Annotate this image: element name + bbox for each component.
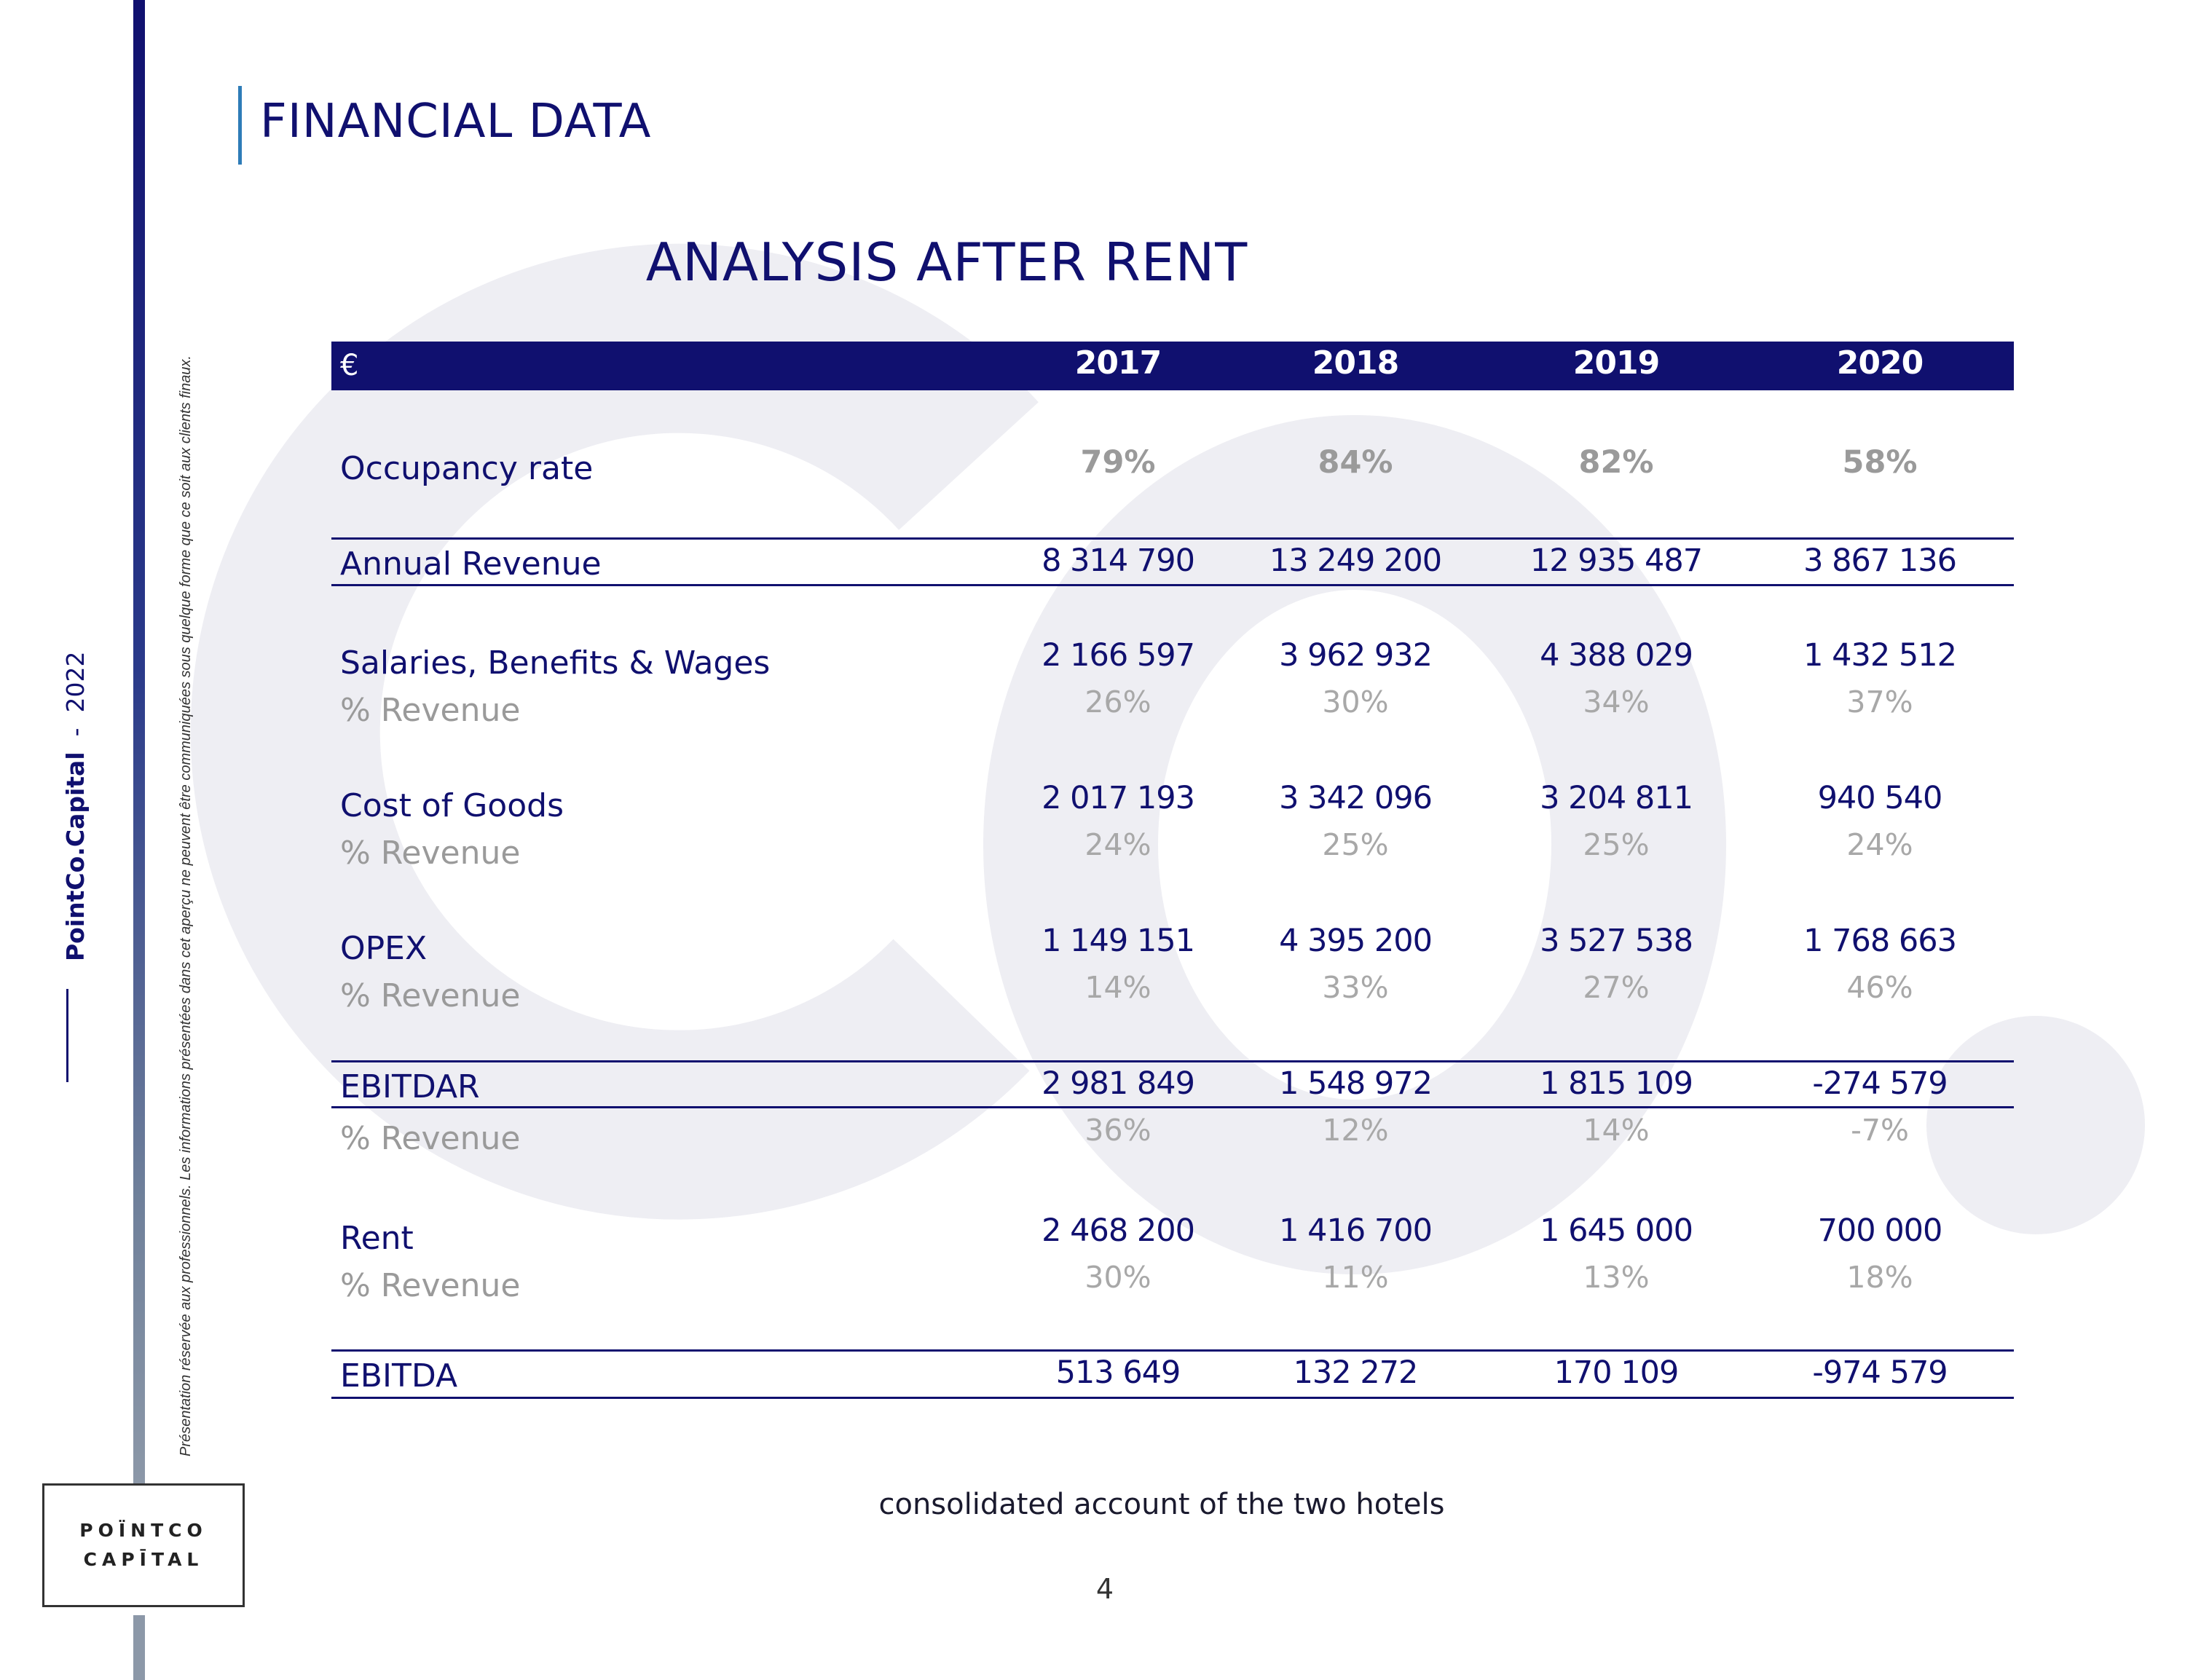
occupancy-value: 84%: [1318, 444, 1393, 481]
row-label: Annual Revenue: [340, 545, 602, 583]
opex-value: 3 527 538: [1540, 923, 1693, 959]
pct-value: 11%: [1322, 1260, 1389, 1295]
row-label: Occupancy rate: [340, 450, 594, 487]
occupancy-value: 79%: [1080, 444, 1156, 481]
pct-value: 30%: [1322, 685, 1389, 719]
pct-value: 18%: [1846, 1260, 1913, 1295]
table-rule: [331, 1349, 2014, 1352]
revenue-value: 12 935 487: [1530, 543, 1703, 579]
rent-value: 2 468 200: [1042, 1212, 1195, 1249]
company-logo: POÏNTCO CAPĪTAL: [42, 1483, 245, 1607]
page-number: 4: [1095, 1573, 1114, 1605]
row-label: OPEX: [340, 930, 428, 967]
pct-value: 13%: [1583, 1260, 1650, 1295]
pct-label: % Revenue: [340, 977, 521, 1014]
table-header: € 2017 2018 2019 2020: [331, 342, 2014, 390]
table-rule: [331, 584, 2014, 586]
brand-divider: [66, 989, 68, 1082]
rent-value: 1 416 700: [1279, 1212, 1433, 1249]
section-title: FINANCIAL DATA: [260, 95, 652, 149]
row-label: Cost of Goods: [340, 787, 564, 824]
ebitda-value: 513 649: [1055, 1354, 1181, 1391]
pct-value: 25%: [1322, 827, 1389, 862]
salaries-value: 3 962 932: [1279, 637, 1433, 674]
rent-value: 700 000: [1817, 1212, 1943, 1249]
ebitda-value: -974 579: [1812, 1354, 1948, 1391]
year-header: 2017: [1074, 344, 1162, 382]
revenue-value: 13 249 200: [1269, 543, 1442, 579]
occupancy-value: 58%: [1842, 444, 1918, 481]
cogs-value: 940 540: [1817, 780, 1943, 816]
pct-value: -7%: [1851, 1113, 1909, 1148]
ebitdar-value: 1 815 109: [1540, 1065, 1693, 1102]
pct-value: 24%: [1846, 827, 1913, 862]
salaries-value: 2 166 597: [1042, 637, 1195, 674]
brand-year: 2022: [61, 651, 90, 713]
pct-value: 26%: [1084, 685, 1151, 719]
header-accent-bar: [238, 86, 242, 165]
year-header: 2020: [1836, 344, 1924, 382]
pct-value: 14%: [1084, 970, 1151, 1005]
pct-label: % Revenue: [340, 1120, 521, 1157]
brand-separator: -: [61, 727, 90, 737]
pct-value: 30%: [1084, 1260, 1151, 1295]
table-rule: [331, 1060, 2014, 1062]
rent-value: 1 645 000: [1540, 1212, 1693, 1249]
ebitda-value: 170 109: [1554, 1354, 1680, 1391]
table-rule: [331, 1397, 2014, 1399]
opex-value: 1 768 663: [1803, 923, 1957, 959]
row-label: Rent: [340, 1220, 414, 1257]
logo-line-1: POÏNTCO: [79, 1520, 208, 1541]
pct-label: % Revenue: [340, 1267, 521, 1304]
ebitdar-value: 2 981 849: [1042, 1065, 1195, 1102]
pct-value: 27%: [1583, 970, 1650, 1005]
salaries-value: 1 432 512: [1803, 637, 1957, 674]
pct-value: 14%: [1583, 1113, 1650, 1148]
ebitdar-value: 1 548 972: [1279, 1065, 1433, 1102]
cogs-value: 2 017 193: [1042, 780, 1195, 816]
table-rule: [331, 1106, 2014, 1108]
occupancy-value: 82%: [1578, 444, 1654, 481]
pct-value: 33%: [1322, 970, 1389, 1005]
pct-label: % Revenue: [340, 692, 521, 729]
cogs-value: 3 342 096: [1279, 780, 1433, 816]
row-label: EBITDAR: [340, 1068, 480, 1105]
side-accent-bar-bottom: [133, 1615, 145, 1680]
table-rule: [331, 537, 2014, 540]
pct-value: 12%: [1322, 1113, 1389, 1148]
opex-value: 1 149 151: [1042, 923, 1195, 959]
pct-value: 36%: [1084, 1113, 1151, 1148]
revenue-value: 8 314 790: [1042, 543, 1195, 579]
brand-vertical: PointCo.Capital - 2022: [61, 651, 90, 961]
pct-value: 34%: [1583, 685, 1650, 719]
financial-table: € 2017 2018 2019 2020 Occupancy rate 79%…: [331, 342, 2014, 1399]
pct-value: 24%: [1084, 827, 1151, 862]
row-label: EBITDA: [340, 1357, 458, 1395]
ebitdar-value: -274 579: [1812, 1065, 1948, 1102]
table-footnote: consolidated account of the two hotels: [878, 1488, 1445, 1521]
year-header: 2018: [1312, 344, 1399, 382]
page-title: ANALYSIS AFTER RENT: [645, 232, 1248, 293]
brand-name: PointCo.Capital: [61, 752, 90, 961]
opex-value: 4 395 200: [1279, 923, 1433, 959]
row-label: Salaries, Benefits & Wages: [340, 644, 771, 682]
pct-value: 46%: [1846, 970, 1913, 1005]
pct-value: 37%: [1846, 685, 1913, 719]
revenue-value: 3 867 136: [1803, 543, 1957, 579]
salaries-value: 4 388 029: [1540, 637, 1693, 674]
year-header: 2019: [1572, 344, 1660, 382]
side-accent-bar: [133, 0, 145, 1486]
logo-line-2: CAPĪTAL: [83, 1549, 204, 1570]
ebitda-value: 132 272: [1293, 1354, 1419, 1391]
cogs-value: 3 204 811: [1540, 780, 1693, 816]
pct-label: % Revenue: [340, 835, 521, 872]
pct-value: 25%: [1583, 827, 1650, 862]
currency-unit: €: [340, 349, 359, 382]
